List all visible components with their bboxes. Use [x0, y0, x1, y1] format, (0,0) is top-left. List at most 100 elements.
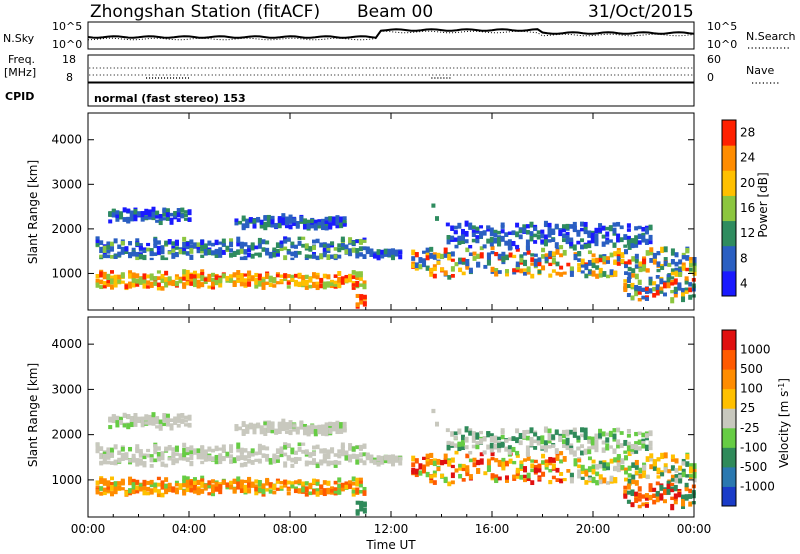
power-cell [119, 214, 124, 220]
power-cell [110, 241, 115, 247]
velocity-cell [561, 439, 566, 445]
power-cell [355, 275, 360, 280]
power-cell [149, 281, 154, 288]
velocity-cell [666, 483, 671, 490]
power-cell [547, 234, 552, 238]
power-cell [279, 279, 284, 283]
velocity-cell [443, 458, 448, 465]
power-cell [471, 232, 476, 238]
power-cell [595, 273, 600, 279]
velocity-cell [500, 441, 505, 447]
velocity-cell [511, 436, 516, 441]
power-cell [99, 271, 104, 278]
velocity-cell [257, 487, 262, 493]
velocity-cell [171, 486, 176, 492]
power-cell [189, 247, 194, 254]
power-cell [239, 281, 244, 287]
velocity-cell [432, 470, 437, 475]
velocity-cell [165, 413, 170, 420]
power-cell [681, 255, 686, 260]
velocity-cell [297, 480, 302, 484]
velocity-cell [595, 471, 600, 477]
power-cell [250, 253, 255, 259]
power-cell [211, 272, 216, 277]
power-cell [142, 273, 147, 280]
velocity-cell [275, 459, 280, 463]
power-cell [277, 216, 282, 220]
power-cell [576, 240, 581, 245]
power-cell [566, 262, 571, 267]
power-cell [642, 266, 647, 272]
velocity-cell [173, 419, 178, 424]
velocity-cell [523, 458, 528, 462]
power-cell [525, 230, 530, 235]
velocity-cell [587, 456, 592, 461]
velocity-cell [544, 459, 549, 463]
velocity-cell [580, 468, 585, 475]
velocity-cell [533, 446, 538, 450]
velocity-cell [659, 497, 664, 501]
velocity-cell [677, 491, 682, 498]
power-cell [232, 280, 237, 288]
velocity-cell [482, 450, 487, 455]
power-cell [183, 213, 188, 217]
nsky-frame [87, 21, 695, 50]
power-cell [322, 273, 327, 279]
velocity-cell [265, 479, 270, 486]
velocity-cell [128, 458, 133, 463]
power-cell [286, 249, 291, 253]
power-cell [464, 230, 469, 237]
velocity-cell [137, 416, 142, 423]
power-cell [128, 273, 133, 279]
velocity-cell [526, 456, 531, 461]
power-cell [128, 281, 133, 287]
velocity-cell [214, 481, 219, 487]
velocity-cell [591, 476, 596, 484]
velocity-cell [530, 459, 535, 463]
velocity-cell [605, 481, 610, 485]
power-cell [562, 249, 567, 256]
power-cell [468, 252, 473, 257]
velocity-cell [559, 451, 564, 456]
power-cell [156, 276, 161, 281]
velocity-cell [461, 466, 466, 472]
velocity-cell [286, 491, 291, 496]
velocity-cell [418, 463, 423, 470]
velocity-cell [272, 483, 277, 490]
power-cell [146, 242, 151, 247]
velocity-cell [286, 480, 291, 485]
power-cell [259, 222, 264, 229]
velocity-cell [684, 482, 689, 488]
power-cell [443, 247, 448, 254]
power-cell [259, 219, 264, 225]
nave-tick-top: 60 [707, 53, 721, 66]
velocity-cell [340, 487, 345, 492]
velocity-cell [315, 461, 320, 466]
velocity-cell [218, 489, 223, 495]
power-cell [326, 284, 331, 288]
velocity-cell [214, 459, 219, 465]
power-cell [102, 271, 107, 278]
power-cell [279, 245, 284, 252]
velocity-cell [135, 444, 140, 451]
velocity-cell [673, 484, 678, 492]
power-cell [200, 269, 205, 274]
power-cell [655, 284, 660, 290]
power-cell [501, 251, 506, 256]
velocity-cell [340, 452, 345, 457]
velocity-cell [140, 416, 145, 420]
velocity-cell [254, 451, 259, 456]
velocity-cell [95, 480, 100, 485]
velocity-cell [247, 483, 252, 488]
power-cell [627, 259, 632, 265]
velocity-cell [486, 459, 491, 466]
power-cell [631, 268, 636, 274]
velocity-cell [624, 470, 629, 475]
velocity-cell [440, 473, 445, 478]
power-cell [266, 222, 271, 228]
velocity-cell [196, 490, 201, 496]
velocity-cell [151, 412, 156, 418]
velocity-cell [236, 442, 241, 449]
power-cell [641, 235, 646, 240]
